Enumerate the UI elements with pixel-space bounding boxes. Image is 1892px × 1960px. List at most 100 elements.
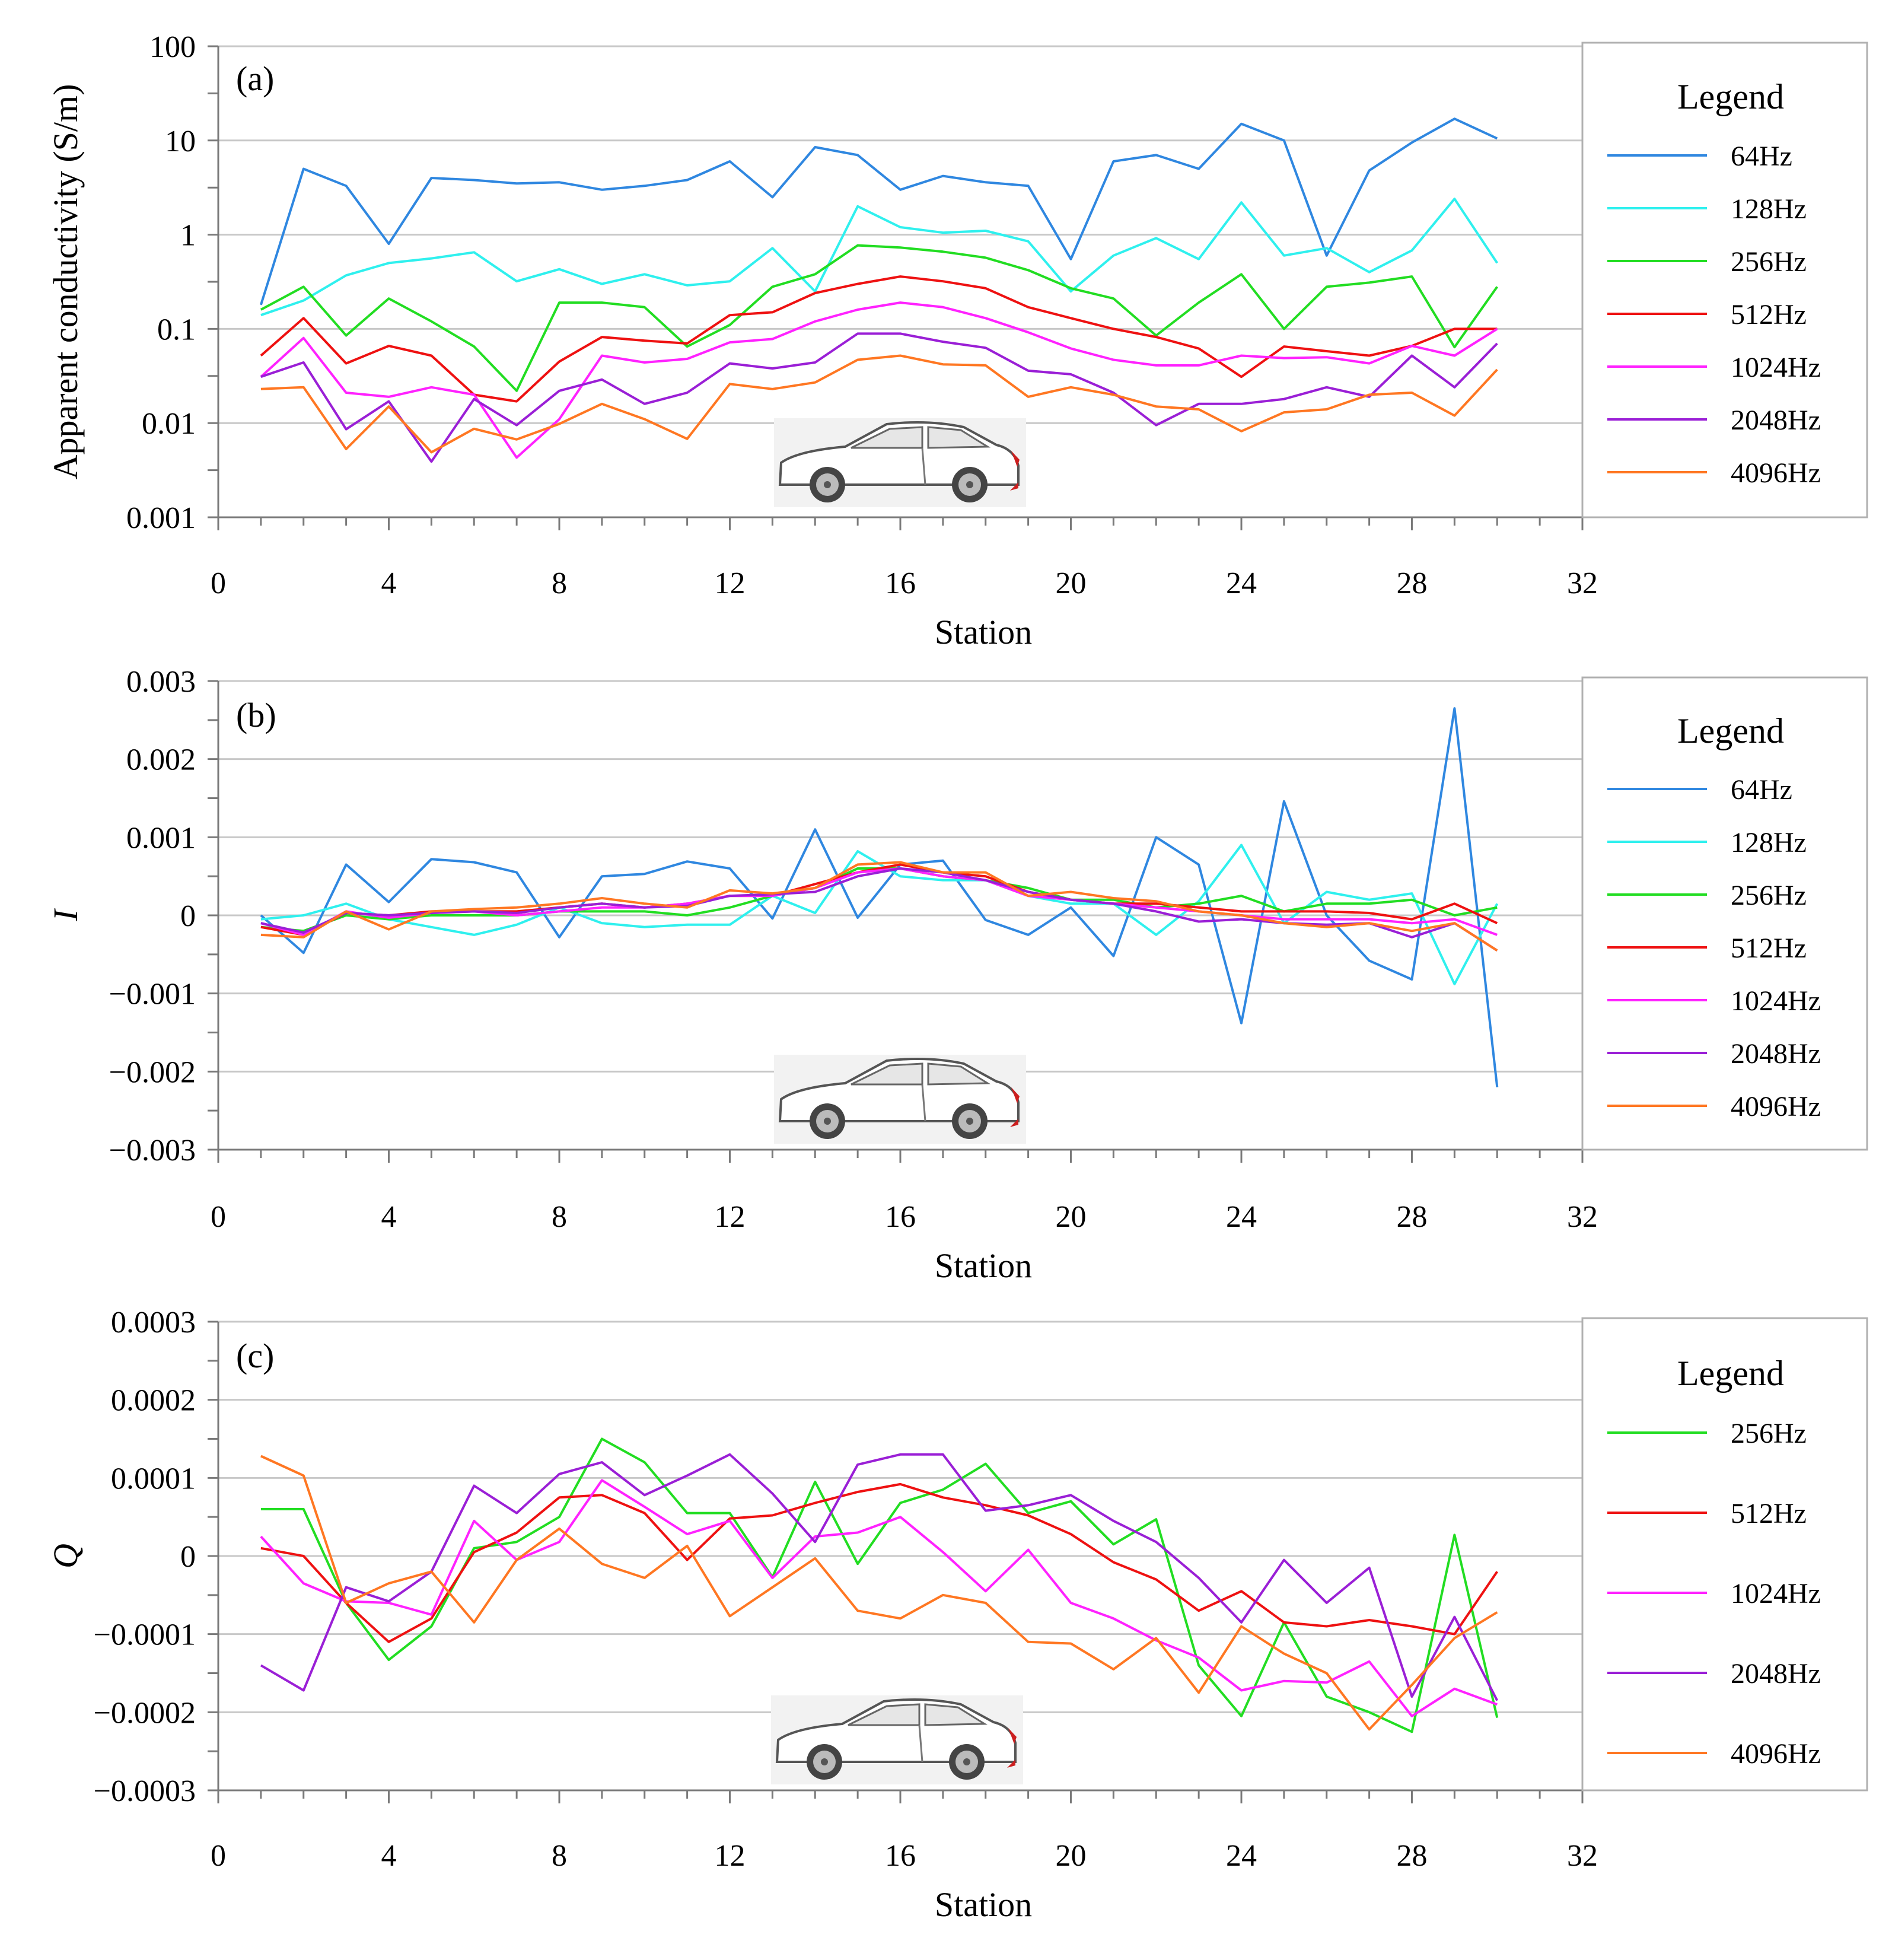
series-line-64Hz (260, 707, 1499, 1087)
x-axis-label: Station (935, 1246, 1032, 1285)
y-tick-label: 0 (180, 1540, 196, 1574)
y-tick-label: 0 (180, 899, 196, 933)
legend-label: 512Hz (1731, 933, 1807, 964)
x-tick-label: 12 (715, 1839, 746, 1873)
x-tick-label: 12 (715, 567, 746, 600)
panel-label: (b) (236, 696, 276, 734)
legend-label: 4096Hz (1731, 1738, 1821, 1770)
y-tick-label: 0.0002 (111, 1384, 196, 1418)
y-tick-label: 0.1 (157, 313, 196, 346)
y-tick-label: 1 (180, 219, 196, 253)
x-tick-label: 4 (381, 1839, 397, 1873)
x-tick-label: 20 (1056, 1200, 1087, 1234)
x-tick-label: 4 (381, 1200, 397, 1234)
x-tick-label: 8 (552, 567, 567, 600)
series-line-2048Hz (260, 1453, 1499, 1701)
legend-title: Legend (1677, 77, 1784, 116)
legend-label: 256Hz (1731, 1418, 1807, 1449)
legend-label: 4096Hz (1731, 1091, 1821, 1122)
legend-title: Legend (1677, 711, 1784, 750)
legend-label: 2048Hz (1731, 405, 1821, 436)
panel-label: (c) (236, 1337, 274, 1375)
legend-box (1581, 42, 1868, 518)
series-line-512Hz (260, 275, 1498, 403)
y-tick-label: 0.003 (126, 665, 196, 699)
series-line-512Hz (260, 1482, 1498, 1643)
x-tick-label: 32 (1567, 1200, 1598, 1234)
x-tick-label: 20 (1056, 1839, 1087, 1873)
x-tick-label: 24 (1226, 1839, 1257, 1873)
y-tick-label: −0.0002 (94, 1696, 196, 1730)
y-axis-label: Q (46, 1544, 85, 1568)
legend-label: 512Hz (1731, 299, 1807, 330)
legend-label: 256Hz (1731, 246, 1807, 278)
y-tick-label: 0.01 (142, 407, 196, 441)
legend: Legend 64Hz 128Hz 256Hz 512Hz 1024Hz 2048Hz 409… (1581, 42, 1868, 518)
chart-panel-1: 0.001 0.01 0.1 1 10 100 0 4 8 12 16 20 24 28 32 Station… (46, 30, 1868, 651)
y-tick-label: 100 (149, 30, 196, 64)
x-tick-label: 16 (885, 567, 916, 600)
y-tick-label: −0.0001 (94, 1618, 196, 1652)
y-tick-label: 0.002 (126, 743, 196, 777)
series-line-1024Hz (260, 1479, 1498, 1717)
x-tick-label: 0 (211, 1200, 226, 1234)
legend-box (1581, 676, 1868, 1151)
x-axis-label: Station (935, 1885, 1032, 1924)
series-line-1024Hz (260, 301, 1498, 459)
legend-box (1581, 1317, 1868, 1792)
x-tick-label: 32 (1567, 1839, 1598, 1873)
x-tick-label: 28 (1397, 567, 1428, 600)
x-tick-label: 32 (1567, 567, 1598, 600)
series-line-4096Hz (260, 354, 1498, 454)
x-tick-label: 16 (885, 1839, 916, 1873)
legend-label: 4096Hz (1731, 457, 1821, 489)
y-tick-label: 0.0003 (111, 1306, 196, 1339)
x-tick-label: 24 (1226, 1200, 1257, 1234)
x-tick-label: 20 (1056, 567, 1087, 600)
series-line-4096Hz (260, 861, 1498, 952)
series-line-4096Hz (260, 1455, 1498, 1731)
car-image (774, 1055, 1026, 1144)
chart-panel-2: −0.003 −0.002 −0.001 0 0.001 0.002 0.003 0 4 8 12 1… (46, 665, 1868, 1285)
series-line-256Hz (260, 244, 1498, 392)
panel-label: (a) (236, 59, 274, 98)
x-tick-label: 28 (1397, 1839, 1428, 1873)
legend-label: 512Hz (1731, 1498, 1807, 1529)
x-tick-label: 12 (715, 1200, 746, 1234)
y-tick-label: 0.001 (126, 501, 196, 535)
legend-label: 1024Hz (1731, 352, 1821, 383)
x-tick-label: 0 (211, 567, 226, 600)
y-axis-label: I (46, 908, 85, 922)
series-line-128Hz (260, 198, 1498, 317)
car-image (774, 418, 1026, 507)
x-tick-label: 8 (552, 1839, 567, 1873)
y-tick-label: −0.0003 (94, 1774, 196, 1808)
car-image (771, 1695, 1023, 1784)
x-tick-label: 24 (1226, 567, 1257, 600)
y-tick-label: 10 (165, 125, 196, 158)
legend-label: 2048Hz (1731, 1658, 1821, 1689)
legend-label: 2048Hz (1731, 1038, 1821, 1070)
series-line-64Hz (259, 117, 1498, 306)
series-line-256Hz (260, 1437, 1499, 1733)
y-tick-label: −0.002 (109, 1055, 196, 1089)
legend-title: Legend (1677, 1354, 1784, 1393)
legend-label: 1024Hz (1731, 1578, 1821, 1609)
legend-label: 64Hz (1731, 141, 1792, 172)
x-tick-label: 16 (885, 1200, 916, 1234)
x-tick-label: 4 (381, 567, 397, 600)
x-tick-label: 28 (1397, 1200, 1428, 1234)
legend: Legend 256Hz 512Hz 1024Hz 2048Hz 4096Hz (1581, 1317, 1868, 1792)
legend-label: 256Hz (1731, 880, 1807, 911)
legend-label: 1024Hz (1731, 985, 1821, 1017)
legend: Legend 64Hz 128Hz 256Hz 512Hz 1024Hz 2048Hz 409… (1581, 676, 1868, 1151)
legend-label: 128Hz (1731, 827, 1807, 858)
y-tick-label: 0.0001 (111, 1462, 196, 1496)
series-line-2048Hz (260, 332, 1498, 463)
y-tick-label: 0.001 (126, 821, 196, 855)
legend-label: 64Hz (1731, 774, 1792, 806)
y-tick-label: −0.003 (109, 1134, 196, 1167)
x-tick-label: 0 (211, 1839, 226, 1873)
x-tick-label: 8 (552, 1200, 567, 1234)
